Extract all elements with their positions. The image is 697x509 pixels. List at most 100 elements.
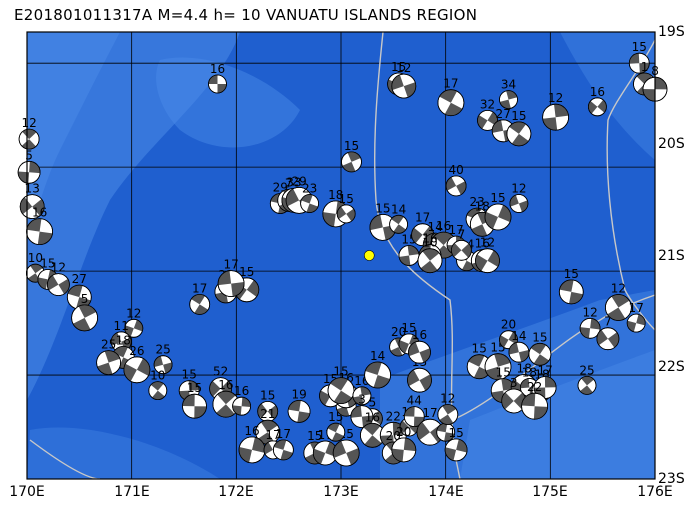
beachball-outline	[327, 377, 355, 405]
depth-label: 3	[510, 376, 518, 390]
depth-label: 11	[114, 319, 129, 333]
focal-mechanism: 17	[272, 427, 294, 461]
depth-label: 25	[155, 343, 170, 357]
compression-quadrant	[369, 214, 383, 231]
compression-quadrant	[391, 448, 404, 462]
beachball-outline	[326, 422, 346, 442]
compression-quadrant	[364, 435, 382, 448]
map-frame	[26, 31, 656, 480]
compression-quadrant	[407, 369, 420, 387]
depth-label: 15	[375, 201, 390, 215]
event-epicenter-marker	[363, 250, 375, 261]
focal-mechanism: 14	[389, 202, 409, 234]
lat-label-22s: 22S	[658, 359, 685, 375]
beachball-outline	[407, 367, 432, 393]
depth-label: 44	[407, 394, 422, 408]
compression-quadrant	[257, 403, 268, 418]
compression-quadrant	[191, 294, 205, 305]
compression-quadrant	[123, 363, 137, 382]
beachball-outline	[300, 194, 320, 213]
depth-label: 17	[537, 364, 552, 378]
compression-quadrant	[509, 121, 526, 134]
compression-quadrant	[231, 282, 245, 297]
focal-mechanism: 17	[533, 364, 557, 399]
compression-quadrant	[136, 358, 150, 376]
compression-quadrant	[297, 411, 310, 423]
compression-quadrant	[520, 378, 530, 389]
depth-label: 15	[448, 426, 463, 440]
compression-quadrant	[473, 366, 490, 379]
beachball-outline	[521, 392, 548, 420]
focal-mechanism: 15	[398, 233, 420, 266]
depth-label: 7	[604, 315, 612, 329]
depth-label: 22	[386, 409, 401, 423]
depth-label: 15	[391, 60, 406, 74]
compression-quadrant	[333, 390, 352, 404]
beachball-outline	[506, 121, 532, 147]
compression-quadrant	[436, 423, 448, 433]
compression-quadrant	[37, 231, 53, 245]
compression-quadrant	[451, 242, 462, 258]
focal-mechanism: 15	[37, 256, 59, 290]
compression-quadrant	[508, 342, 519, 355]
compression-quadrant	[330, 377, 349, 391]
depth-label: 15	[344, 139, 359, 153]
focal-mechanism: 15	[528, 330, 552, 366]
focal-mechanism: 12	[475, 236, 500, 274]
beachball-outline	[217, 270, 245, 298]
compression-quadrant	[422, 248, 440, 261]
depth-label: 16	[436, 219, 451, 233]
compression-quadrant	[533, 406, 548, 420]
compression-quadrant	[580, 327, 591, 339]
beachball-outline	[19, 194, 45, 220]
beachball-outline	[47, 273, 70, 297]
beachball-outline	[403, 406, 425, 428]
compression-quadrant	[267, 405, 278, 420]
compression-quadrant	[360, 386, 371, 396]
plate-boundary-line	[606, 39, 655, 331]
depth-label: 20	[391, 325, 406, 339]
compression-quadrant	[434, 232, 453, 246]
lon-label-172e: 172E	[218, 484, 254, 500]
focal-mechanism: 34	[499, 78, 518, 109]
depth-label: 16	[365, 410, 380, 424]
depth-label: 40	[448, 163, 463, 177]
compression-quadrant	[542, 117, 558, 131]
focal-mechanism: 15	[257, 388, 279, 422]
focal-mechanism: 32	[477, 97, 498, 131]
focal-mechanism: 12	[579, 305, 601, 339]
compression-quadrant	[113, 346, 128, 358]
focal-mechanism: 25	[153, 343, 173, 375]
compression-quadrant	[288, 400, 301, 412]
compression-quadrant	[390, 347, 403, 356]
compression-quadrant	[286, 188, 300, 207]
beachball-outline	[484, 203, 512, 231]
shallow-zone	[156, 57, 300, 148]
beachball-outline	[208, 74, 227, 94]
compression-quadrant	[22, 129, 37, 140]
depth-label: 18	[475, 199, 490, 213]
beachball-outline	[417, 248, 443, 274]
depth-label: 15	[40, 256, 55, 270]
beachball-outline	[350, 405, 374, 429]
beachball-outline	[17, 160, 41, 184]
compression-quadrant	[246, 280, 259, 297]
depth-label: 14	[511, 329, 526, 343]
compression-quadrant	[590, 318, 601, 330]
focal-mechanism: 7	[596, 315, 620, 351]
compression-quadrant	[597, 99, 607, 113]
focal-mechanism: 7	[450, 227, 472, 261]
depth-label: 15	[564, 267, 579, 281]
compression-quadrant	[439, 89, 458, 103]
focal-mechanism: 17	[189, 281, 211, 315]
compression-quadrant	[232, 405, 242, 416]
depth-label: 5	[25, 148, 33, 162]
compression-quadrant	[188, 380, 200, 391]
compression-quadrant	[492, 120, 504, 133]
shallow-zone	[27, 32, 120, 240]
beachball-outline	[148, 381, 168, 401]
depth-label: 7	[285, 176, 293, 190]
beachball-outline	[499, 90, 518, 109]
depth-label: 20	[501, 318, 516, 332]
depth-label: 17	[629, 301, 644, 315]
